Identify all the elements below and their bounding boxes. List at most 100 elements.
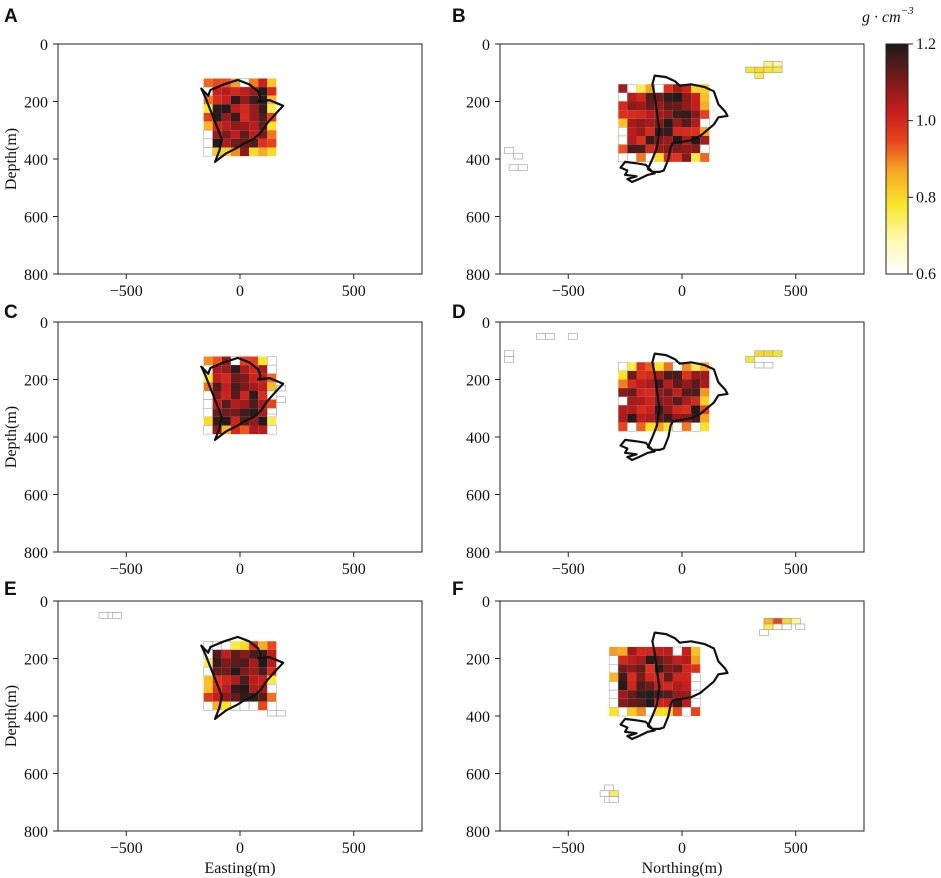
density-cell [645,698,655,708]
y-tick-label: 0 [40,315,48,332]
density-cell [230,138,240,148]
density-cell [654,92,664,102]
density-cell [230,391,240,400]
density-cell [98,612,109,619]
colorbar-label-base: g · cm [862,9,901,26]
density-cell [627,144,637,154]
density-cell [654,144,664,154]
density-cell [249,373,259,383]
x-tick-label: −500 [552,283,585,300]
plot-frame [499,321,865,553]
density-cell [267,649,277,659]
x-tick-label: 0 [678,561,686,578]
density-cell [609,707,619,716]
density-cell [672,388,682,397]
density-cell [663,647,673,656]
density-cell [221,658,231,668]
density-cell [645,84,655,93]
density-cell [221,391,231,400]
density-cell [636,92,646,102]
density-cell [221,416,231,426]
density-cell [645,362,655,371]
density-cell [249,399,259,409]
density-cell [772,617,783,625]
density-cell [258,391,268,400]
density-cell [672,707,682,716]
density-cell [545,333,555,340]
density-cell [636,144,646,154]
density-cell [682,101,692,111]
density-cell [267,701,277,711]
density-cell [759,629,769,636]
density-cell [691,370,701,380]
density-cell [249,425,259,435]
density-cell [267,78,277,88]
density-cell [221,675,231,685]
density-cell [682,698,692,708]
density-cell [203,693,213,702]
density-cell [618,362,628,372]
density-cell [763,66,774,74]
panel-c: −500 0 500 0 200 400 600 800 C Depth(m) [3,302,423,578]
density-cell [636,690,646,699]
density-cell [700,396,710,406]
density-cell [763,361,774,369]
density-cell [608,790,619,797]
density-cell [230,399,240,409]
density-cell [682,144,692,154]
density-cell [618,698,628,708]
density-cell [663,101,673,111]
density-cell [267,658,277,668]
y-axis-label: Depth(m) [3,685,20,747]
density-cell [267,641,277,650]
density-cell [654,707,664,716]
density-cell [636,681,646,691]
density-cell [618,414,628,423]
density-cell [763,350,774,357]
density-cell [230,78,240,88]
density-cell [230,416,240,426]
density-cell [618,672,628,682]
density-cell [258,693,268,702]
density-cell [636,101,646,111]
density-cell [230,641,240,650]
colorbar-tick-label: 1.0 [916,113,936,130]
density-cell [682,153,692,162]
density-cell [266,407,277,415]
y-tick-label: 200 [24,373,48,390]
density-cell [221,684,231,693]
density-cell [212,104,222,113]
density-cell [627,707,637,716]
density-cell [672,101,682,111]
y-tick-label: 200 [466,652,490,669]
density-cell [627,379,637,389]
density-cell [636,664,646,673]
density-cell [663,379,673,389]
density-cell [212,130,222,139]
density-cell [240,113,250,122]
density-cell [663,422,673,432]
density-cell [645,388,655,397]
density-cell [700,136,710,145]
density-cell [682,647,692,656]
density-cell [636,388,646,397]
density-cell [112,612,122,619]
density-cell [663,664,673,673]
density-cell [609,647,619,656]
density-cell [212,408,222,417]
x-tick-label: −500 [552,561,585,578]
density-cell [203,113,213,122]
x-tick-label: 500 [784,561,808,578]
density-cell [700,92,710,102]
density-cell [627,127,637,136]
density-cell [672,414,682,423]
density-cell [212,382,222,391]
density-cell [672,84,682,93]
density-cell [258,399,268,409]
density-cell [258,641,268,650]
density-cell [203,130,213,140]
panel-letter: C [4,302,18,323]
density-cell [249,95,259,105]
density-cell [267,399,277,409]
y-tick-label: 600 [466,488,490,505]
